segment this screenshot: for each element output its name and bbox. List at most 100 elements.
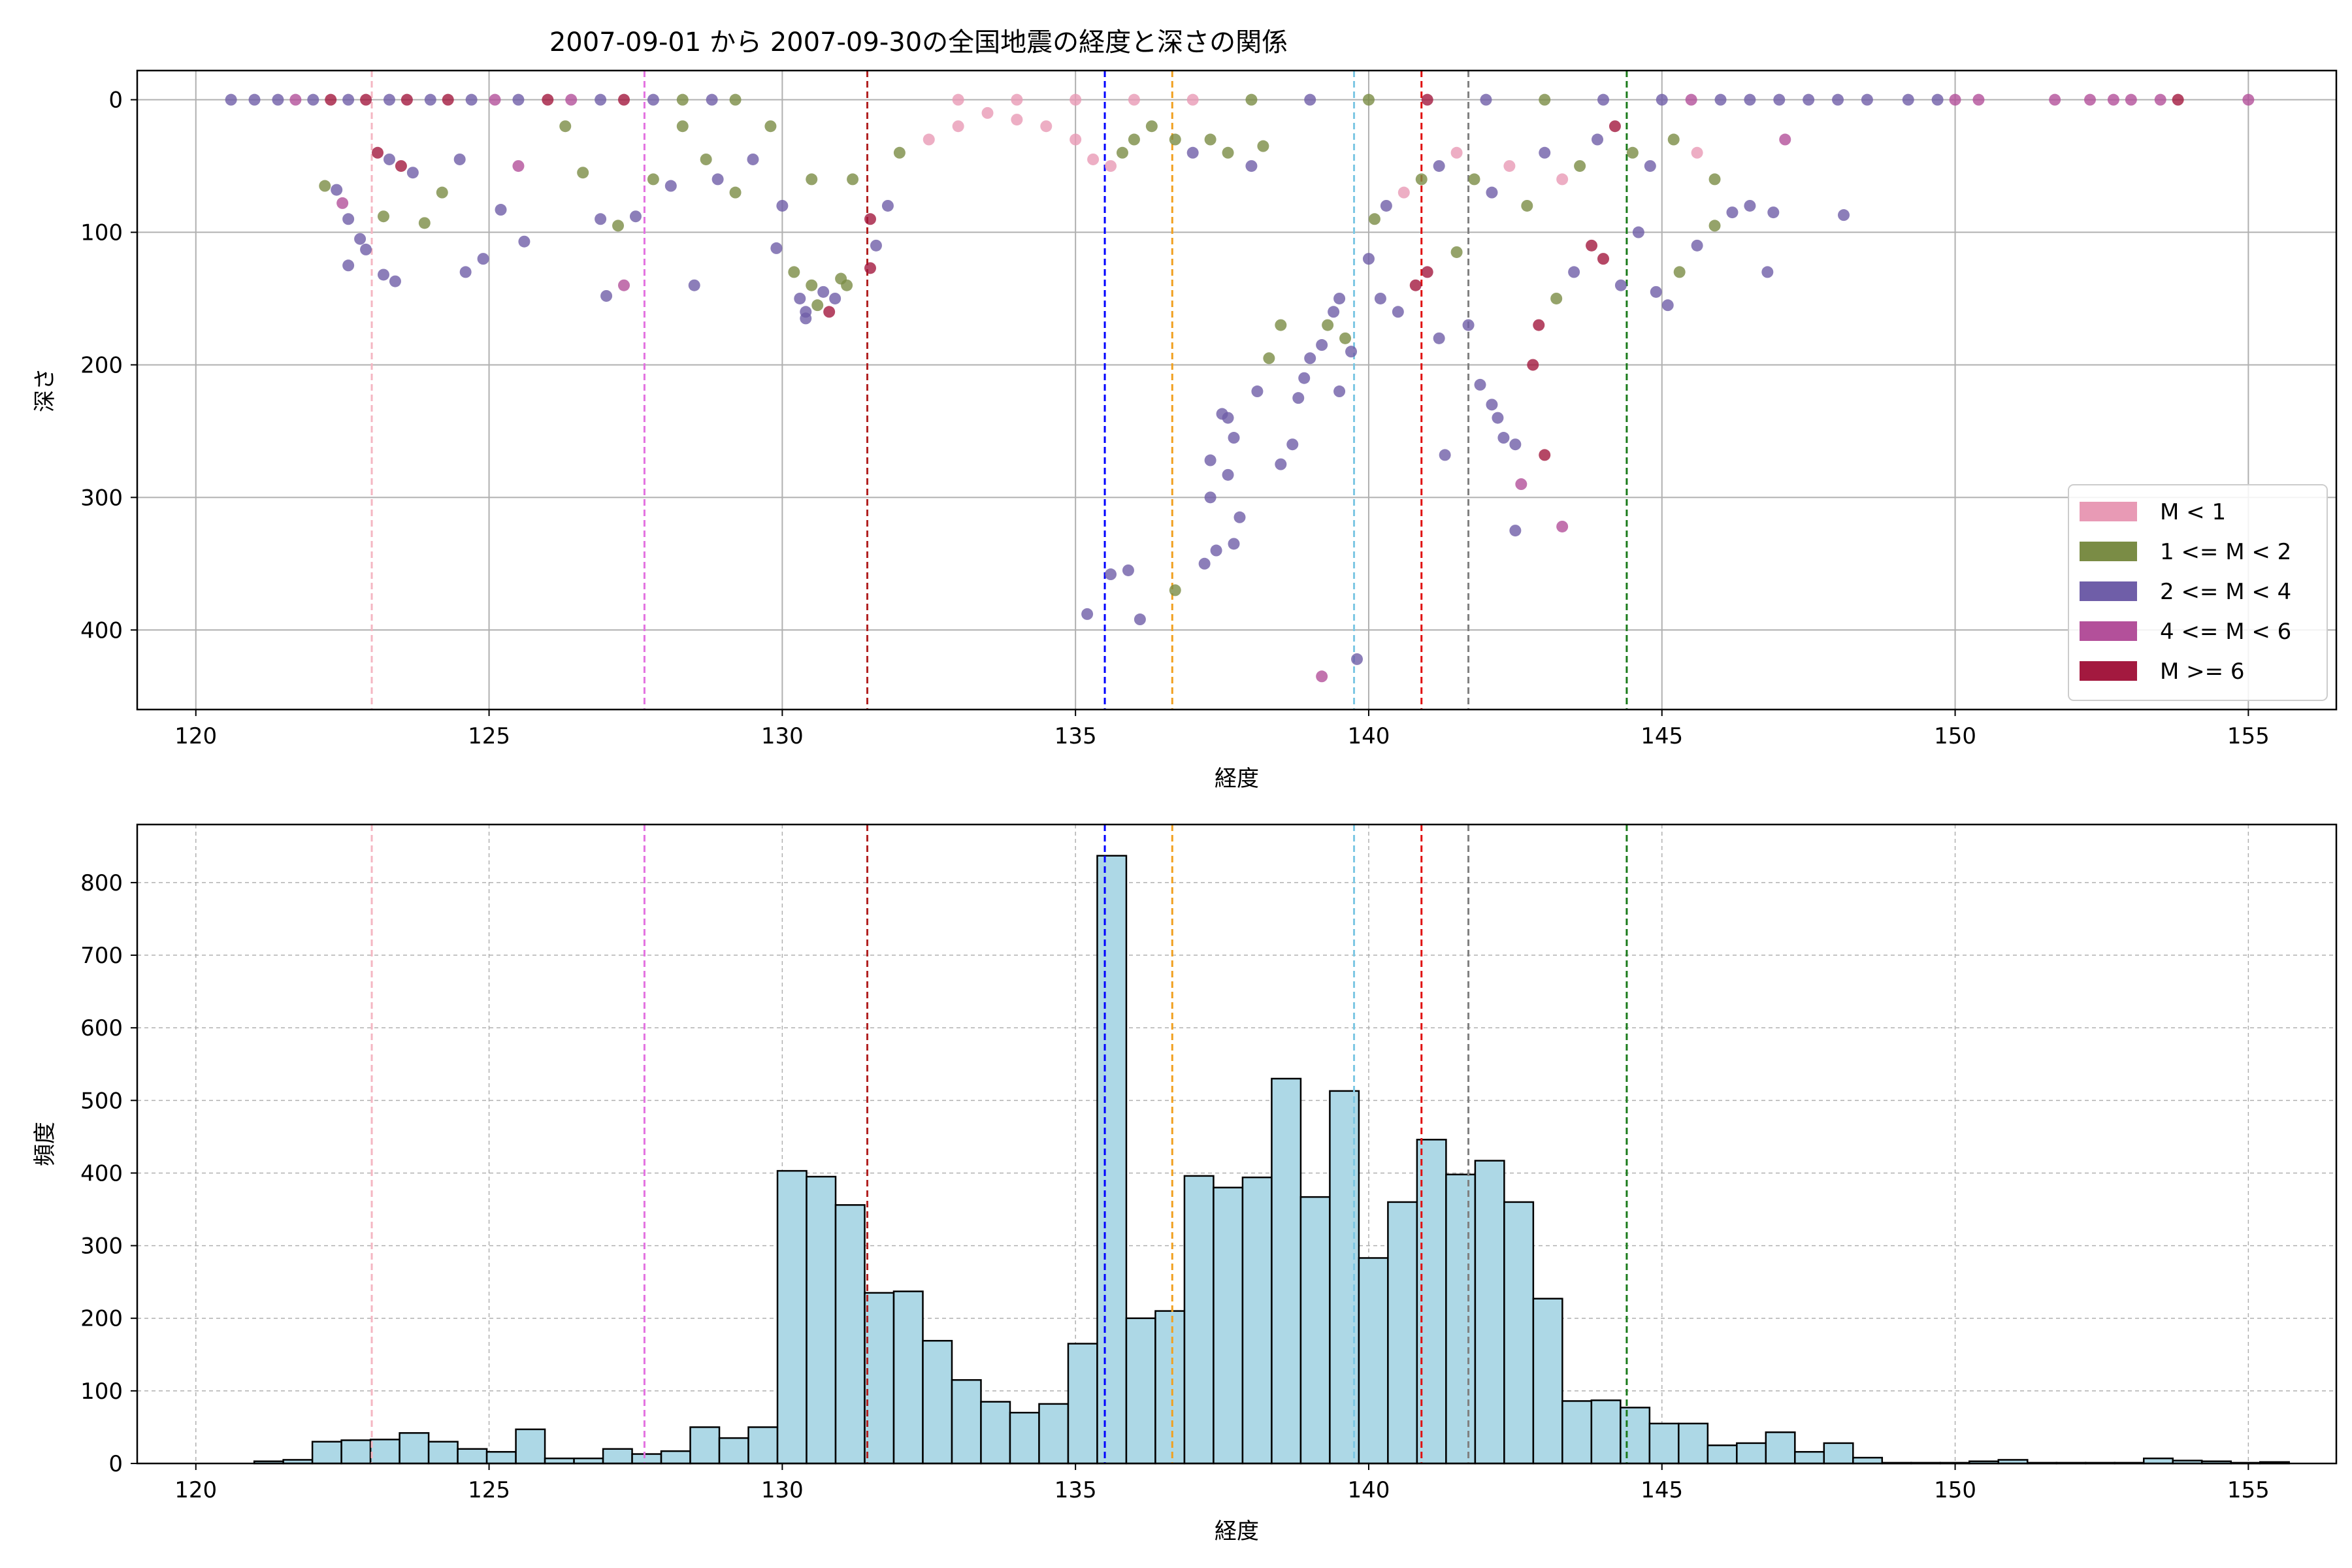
scatter-point <box>1667 133 1680 146</box>
histogram-bar <box>399 1432 430 1465</box>
scatter-point <box>1609 120 1621 133</box>
histogram-y-ticks: 0 100 200 300 400 500 600 700 800 <box>80 870 137 1477</box>
scatter-point <box>870 239 882 252</box>
scatter-point <box>395 160 407 172</box>
scatter-point <box>747 153 759 165</box>
histogram-x-axis-label: 経度 <box>1215 1518 1259 1544</box>
scatter-point <box>1450 146 1463 159</box>
scatter-point <box>319 180 331 192</box>
legend: M < 1 1 <= M < 2 2 <= M < 4 4 <= M < 6 M… <box>2068 484 2328 701</box>
scatter-y-tick-label: 200 <box>80 352 123 378</box>
scatter-point <box>1486 399 1498 411</box>
scatter-point <box>770 242 783 254</box>
scatter-point <box>1298 372 1311 384</box>
scatter-point <box>418 217 431 229</box>
histogram-bar <box>892 1290 924 1465</box>
scatter-point <box>706 93 718 106</box>
scatter-x-ticks: 120 125 130 135 140 145 150 155 <box>174 710 2270 749</box>
scatter-point <box>1744 93 1756 106</box>
scatter-point <box>1245 93 1258 106</box>
scatter-point <box>2154 93 2166 106</box>
scatter-point <box>1186 93 1199 106</box>
histogram-bar <box>1241 1176 1273 1465</box>
scatter-point <box>1433 332 1445 344</box>
scatter-point <box>1468 173 1480 186</box>
scatter-point <box>442 93 454 106</box>
scatter-point <box>1292 392 1305 404</box>
scatter-point <box>1691 146 1703 159</box>
scatter-point <box>647 173 659 186</box>
scatter-point <box>647 93 659 106</box>
scatter-point <box>1972 93 1985 106</box>
scatter-points <box>225 93 2255 683</box>
scatter-point <box>1838 209 1850 221</box>
histogram-bar <box>1648 1422 1680 1465</box>
scatter-point <box>1380 199 1392 212</box>
histogram-bar <box>1823 1442 1854 1465</box>
scatter-point <box>1597 253 1609 265</box>
histogram-x-tick-label: 125 <box>468 1477 510 1503</box>
scatter-point <box>1509 525 1522 537</box>
scatter-point <box>372 146 384 159</box>
scatter-point <box>342 93 355 106</box>
scatter-point <box>1931 93 1944 106</box>
scatter-point <box>893 146 906 159</box>
scatter-point <box>1222 146 1234 159</box>
scatter-point <box>383 153 395 165</box>
histogram-bar <box>602 1448 633 1465</box>
scatter-point <box>325 93 337 106</box>
histogram-bar <box>660 1450 691 1465</box>
histogram-bar <box>515 1428 546 1465</box>
histogram-bar <box>718 1437 749 1465</box>
legend-swatch-m-4-6 <box>2080 621 2137 641</box>
scatter-point <box>1198 557 1211 570</box>
histogram-reference-lines <box>370 825 1628 1463</box>
scatter-point <box>600 289 613 302</box>
scatter-point <box>729 186 742 199</box>
scatter-point <box>864 213 876 225</box>
scatter-point <box>1011 114 1023 126</box>
scatter-point <box>1632 226 1644 238</box>
scatter-point <box>1128 133 1140 146</box>
scatter-point <box>1556 173 1569 186</box>
scatter-point <box>1421 93 1433 106</box>
scatter-point <box>1661 299 1674 312</box>
scatter-y-tick-label: 100 <box>80 220 123 246</box>
scatter-point <box>1450 246 1463 258</box>
scatter-point <box>1861 93 1873 106</box>
scatter-point <box>1480 93 1492 106</box>
scatter-point <box>629 210 642 223</box>
scatter-point <box>1368 213 1380 225</box>
histogram-bar <box>457 1448 488 1465</box>
scatter-point <box>383 93 395 106</box>
scatter-x-tick-label: 120 <box>174 723 217 749</box>
scatter-point <box>1222 468 1234 481</box>
scatter-point <box>1521 199 1533 212</box>
scatter-point <box>981 106 994 119</box>
scatter-point <box>1656 93 1668 106</box>
scatter-point <box>1392 306 1404 318</box>
scatter-point <box>1351 653 1364 665</box>
histogram-y-tick-label: 600 <box>80 1015 123 1041</box>
scatter-point <box>1744 199 1756 212</box>
scatter-point <box>1902 93 1914 106</box>
scatter-point <box>1539 93 1551 106</box>
histogram-x-tick-label: 135 <box>1054 1477 1097 1503</box>
scatter-point <box>764 120 777 133</box>
histogram-bar <box>1590 1399 1622 1465</box>
scatter-point <box>565 93 578 106</box>
scatter-point <box>788 266 800 278</box>
scatter-point <box>1714 93 1727 106</box>
scatter-point <box>1586 239 1598 252</box>
scatter-y-ticks: 0 100 200 300 400 <box>80 88 137 644</box>
scatter-point <box>1263 352 1275 365</box>
scatter-point <box>1539 146 1551 159</box>
histogram-x-tick-label: 145 <box>1641 1477 1683 1503</box>
histogram-bar <box>340 1439 372 1465</box>
histogram-frame <box>136 823 2338 1465</box>
scatter-frame <box>136 69 2338 711</box>
histogram-bar <box>311 1441 342 1465</box>
scatter-point <box>729 93 742 106</box>
scatter-point <box>1362 93 1375 106</box>
scatter-point <box>436 186 448 199</box>
